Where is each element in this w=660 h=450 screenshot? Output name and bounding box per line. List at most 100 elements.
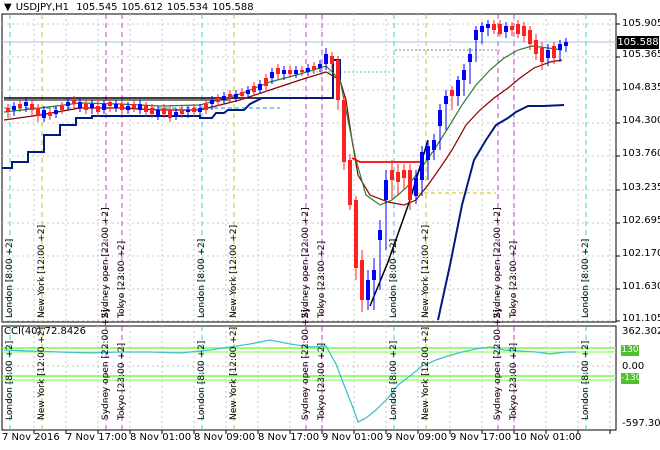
candle-body xyxy=(42,110,46,118)
candle-body xyxy=(324,54,328,64)
time-tick: 7 Nov 2016 xyxy=(2,432,60,443)
candle-body xyxy=(144,106,148,112)
current-price-badge: 105.588 xyxy=(617,36,659,49)
candle-body xyxy=(558,44,562,50)
candle-body xyxy=(90,104,94,108)
candle-body xyxy=(210,100,214,104)
session-label-cci: New York [12:00 +2] xyxy=(37,326,47,420)
candle-body xyxy=(150,108,154,114)
candle-body xyxy=(336,60,340,100)
candle-body xyxy=(330,56,334,64)
candle-body xyxy=(564,42,568,46)
cci-tick: 362.3024 xyxy=(622,326,660,337)
price-tick: 105.905 xyxy=(622,18,660,29)
time-tick: 8 Nov 09:00 xyxy=(194,432,256,443)
candle-body xyxy=(72,100,76,104)
price-tick: 101.105 xyxy=(622,313,660,324)
candle-body xyxy=(474,30,478,40)
candle-body xyxy=(492,24,496,30)
candle-body xyxy=(480,26,484,32)
session-label-cci: Sydney open [22:00 +2] xyxy=(301,309,311,420)
candle-body xyxy=(510,26,514,30)
candle-body xyxy=(300,70,304,72)
high-price: 105.612 xyxy=(121,2,163,13)
candle-body xyxy=(54,110,58,114)
moving-average-fast xyxy=(3,45,563,206)
candle-body xyxy=(522,26,526,36)
candle-body xyxy=(294,70,298,74)
price-tick: 102.695 xyxy=(622,215,660,226)
cci-tick: -597.3062 xyxy=(622,418,660,429)
candle-body xyxy=(540,48,544,62)
candle-body xyxy=(366,280,370,300)
session-label-cci: London [8:00 +2] xyxy=(197,340,207,420)
time-tick: 10 Nov 01:00 xyxy=(514,432,582,443)
resistance-line xyxy=(351,157,425,165)
candle-body xyxy=(468,54,472,62)
candle-body xyxy=(120,104,124,110)
candle-body xyxy=(462,70,466,80)
candle-body xyxy=(438,110,442,126)
candle-body xyxy=(222,96,226,100)
candle-body xyxy=(396,172,400,182)
candle-body xyxy=(12,106,16,110)
candle-body xyxy=(348,160,352,205)
session-label: Tokyo [23:00 +2] xyxy=(117,240,127,318)
candle-body xyxy=(168,110,172,118)
session-label-cci: New York [12:00 +2] xyxy=(421,326,431,420)
candle-body xyxy=(186,110,190,112)
candle-body xyxy=(180,110,184,114)
candle-body xyxy=(162,108,166,114)
candle-body xyxy=(312,66,316,70)
price-tick: 104.300 xyxy=(622,115,660,126)
time-tick: 8 Nov 01:00 xyxy=(130,432,192,443)
candle-body xyxy=(252,86,256,92)
candle-body xyxy=(432,140,436,150)
candle-body xyxy=(138,104,142,110)
session-label: New York [12:00 +2] xyxy=(229,224,239,318)
candle-body xyxy=(36,108,40,116)
candle-body xyxy=(258,84,262,90)
candle-body xyxy=(552,46,556,58)
candle-body xyxy=(342,100,346,162)
candle-body xyxy=(288,70,292,74)
candle-body xyxy=(240,92,244,96)
candle-body xyxy=(102,104,106,110)
session-label-cci: Sydney open [22:00 +2] xyxy=(101,309,111,420)
candle-body xyxy=(282,70,286,74)
chart-header: ▼ USDJPY,H1 105.545 105.612 105.534 105.588 xyxy=(4,2,258,13)
session-label-cci: Tokyo [23:00 +2] xyxy=(317,342,327,420)
time-tick: 9 Nov 01:00 xyxy=(322,432,384,443)
candle-body xyxy=(306,68,310,72)
session-label: Tokyo [23:00 +2] xyxy=(509,240,519,318)
collapse-arrow-icon[interactable]: ▼ xyxy=(4,2,12,13)
candle-body xyxy=(420,152,424,180)
cci-level-badge: 130 xyxy=(621,345,639,356)
low-price: 105.534 xyxy=(166,2,209,13)
candle-body xyxy=(246,90,250,94)
candle-body xyxy=(84,104,88,110)
cci-pane-frame xyxy=(1,325,617,431)
candle-body xyxy=(6,108,10,112)
candle-body xyxy=(534,40,538,54)
candle-body xyxy=(354,200,358,268)
candle-body xyxy=(414,178,418,196)
trend-line xyxy=(369,139,429,307)
session-label: New York [12:00 +2] xyxy=(37,224,47,318)
session-label: London [8:00 +2] xyxy=(389,238,399,318)
candle-body xyxy=(30,104,34,110)
price-tick: 101.630 xyxy=(622,281,660,292)
time-tick: 8 Nov 17:00 xyxy=(258,432,320,443)
candle-body xyxy=(276,68,280,74)
lower-channel-line xyxy=(437,104,565,321)
open-price: 105.545 xyxy=(76,2,118,13)
candle-body xyxy=(456,80,460,96)
candle-body xyxy=(48,112,52,116)
candle-body xyxy=(204,104,208,110)
session-label: London [8:00 +2] xyxy=(581,238,591,318)
candle-body xyxy=(18,104,22,108)
candle-body xyxy=(228,94,232,98)
candle-body xyxy=(402,170,406,178)
